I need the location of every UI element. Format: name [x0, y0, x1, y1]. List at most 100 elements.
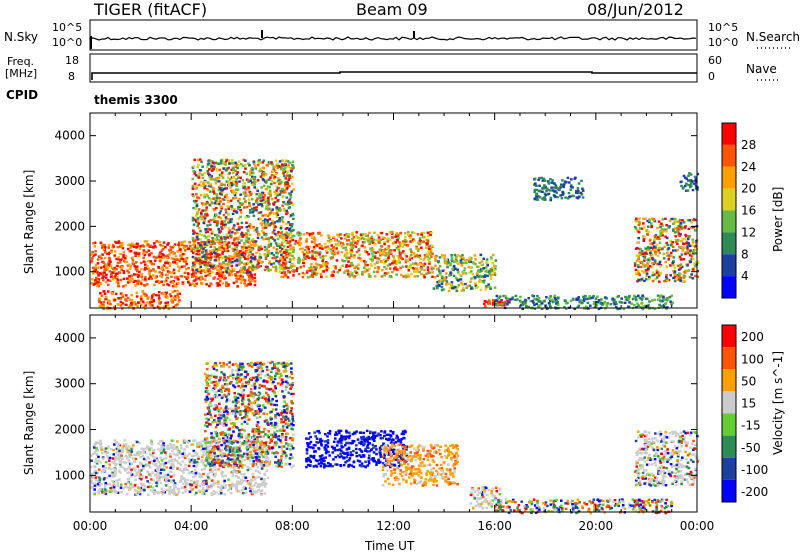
power-cell	[195, 187, 198, 190]
power-cell	[369, 263, 372, 266]
power-cell	[537, 296, 541, 300]
power-cell	[329, 239, 333, 242]
power-cell	[392, 235, 395, 239]
power-cell	[99, 241, 103, 244]
power-cell	[445, 283, 448, 286]
power-cell	[206, 181, 210, 184]
power-cell	[185, 244, 189, 248]
power-cell	[410, 250, 413, 253]
velocity-cell	[232, 484, 236, 488]
power-cell	[284, 227, 288, 231]
power-cell	[183, 265, 186, 268]
power-cell	[423, 268, 426, 272]
power-colorbar-frame	[721, 122, 737, 299]
power-cell	[97, 258, 100, 261]
power-cell	[215, 167, 219, 171]
power-ytick-label: 1000	[54, 265, 85, 279]
power-cell	[290, 265, 294, 268]
power-cell	[243, 282, 246, 285]
power-cell	[108, 251, 111, 254]
power-cell	[122, 260, 126, 263]
power-cell	[431, 275, 434, 278]
power-cell	[97, 273, 100, 277]
power-cell	[449, 262, 452, 265]
power-cell	[276, 213, 280, 216]
power-cell	[145, 240, 149, 243]
velocity-cell	[168, 492, 171, 496]
power-cell	[236, 271, 239, 274]
power-cell	[265, 188, 268, 191]
power-cell	[686, 219, 690, 222]
power-cell	[231, 257, 235, 260]
power-cell	[215, 224, 219, 227]
power-cell	[379, 238, 383, 241]
power-cell	[256, 189, 259, 193]
power-cell	[216, 272, 219, 275]
power-cell	[504, 294, 507, 298]
power-cell	[374, 251, 378, 254]
power-cell	[461, 286, 465, 290]
power-cell	[192, 264, 195, 267]
power-cell	[333, 247, 336, 250]
power-cell	[240, 239, 243, 242]
power-cell	[345, 252, 349, 255]
power-cell	[547, 180, 550, 183]
power-cell	[173, 289, 177, 293]
power-cell	[121, 295, 125, 298]
power-cell	[298, 239, 301, 242]
power-cell	[641, 276, 645, 280]
power-cell	[313, 241, 316, 244]
power-cell	[222, 213, 226, 217]
power-cell	[403, 253, 407, 256]
power-cell	[241, 164, 245, 168]
power-cell	[262, 231, 266, 235]
power-cell	[663, 280, 666, 283]
power-cell	[102, 275, 106, 278]
power-cell	[373, 266, 377, 270]
power-cell	[337, 250, 340, 253]
power-cell	[119, 252, 122, 256]
power-cell	[685, 189, 688, 192]
velocity-cell	[267, 464, 270, 467]
power-cell	[342, 246, 345, 250]
power-cell	[686, 245, 689, 248]
power-cell	[193, 231, 196, 234]
power-cell	[218, 173, 222, 177]
velocity-cell	[116, 491, 120, 494]
power-cell	[235, 246, 238, 249]
velocity-cell	[263, 483, 266, 486]
power-cell	[202, 260, 206, 264]
power-cell	[222, 243, 226, 246]
power-cell	[355, 231, 358, 234]
power-cell	[312, 248, 316, 251]
power-cell	[479, 253, 483, 256]
power-cell	[559, 186, 562, 189]
power-cell	[543, 192, 547, 195]
power-cell	[376, 234, 380, 237]
power-cell	[176, 250, 179, 253]
power-cell	[264, 257, 268, 260]
power-cell	[112, 275, 115, 279]
power-cell	[372, 270, 376, 273]
power-cell	[257, 248, 261, 252]
power-cell	[320, 275, 323, 279]
power-cell	[291, 167, 294, 170]
power-cell	[423, 235, 426, 239]
power-cell	[102, 265, 106, 268]
power-cell	[207, 241, 211, 244]
power-cell	[637, 257, 640, 260]
power-cell	[674, 239, 678, 242]
power-cell	[282, 208, 286, 211]
velocity-cell	[93, 464, 96, 468]
power-cell	[253, 257, 257, 260]
power-cell	[535, 193, 538, 196]
velocity-cell	[162, 457, 166, 461]
power-cell	[178, 248, 182, 251]
power-cell	[186, 276, 190, 279]
power-cell	[443, 259, 447, 262]
power-cell	[658, 246, 661, 250]
power-cell	[246, 215, 249, 218]
power-cell	[251, 257, 255, 260]
power-cell	[523, 300, 526, 303]
power-cell	[367, 253, 371, 256]
